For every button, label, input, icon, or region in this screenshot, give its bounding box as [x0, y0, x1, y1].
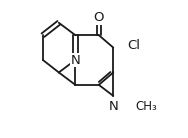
Text: O: O [94, 11, 104, 24]
Text: N: N [108, 100, 118, 113]
Text: Cl: Cl [127, 39, 140, 52]
Text: CH₃: CH₃ [136, 100, 157, 113]
Text: N: N [70, 54, 80, 67]
